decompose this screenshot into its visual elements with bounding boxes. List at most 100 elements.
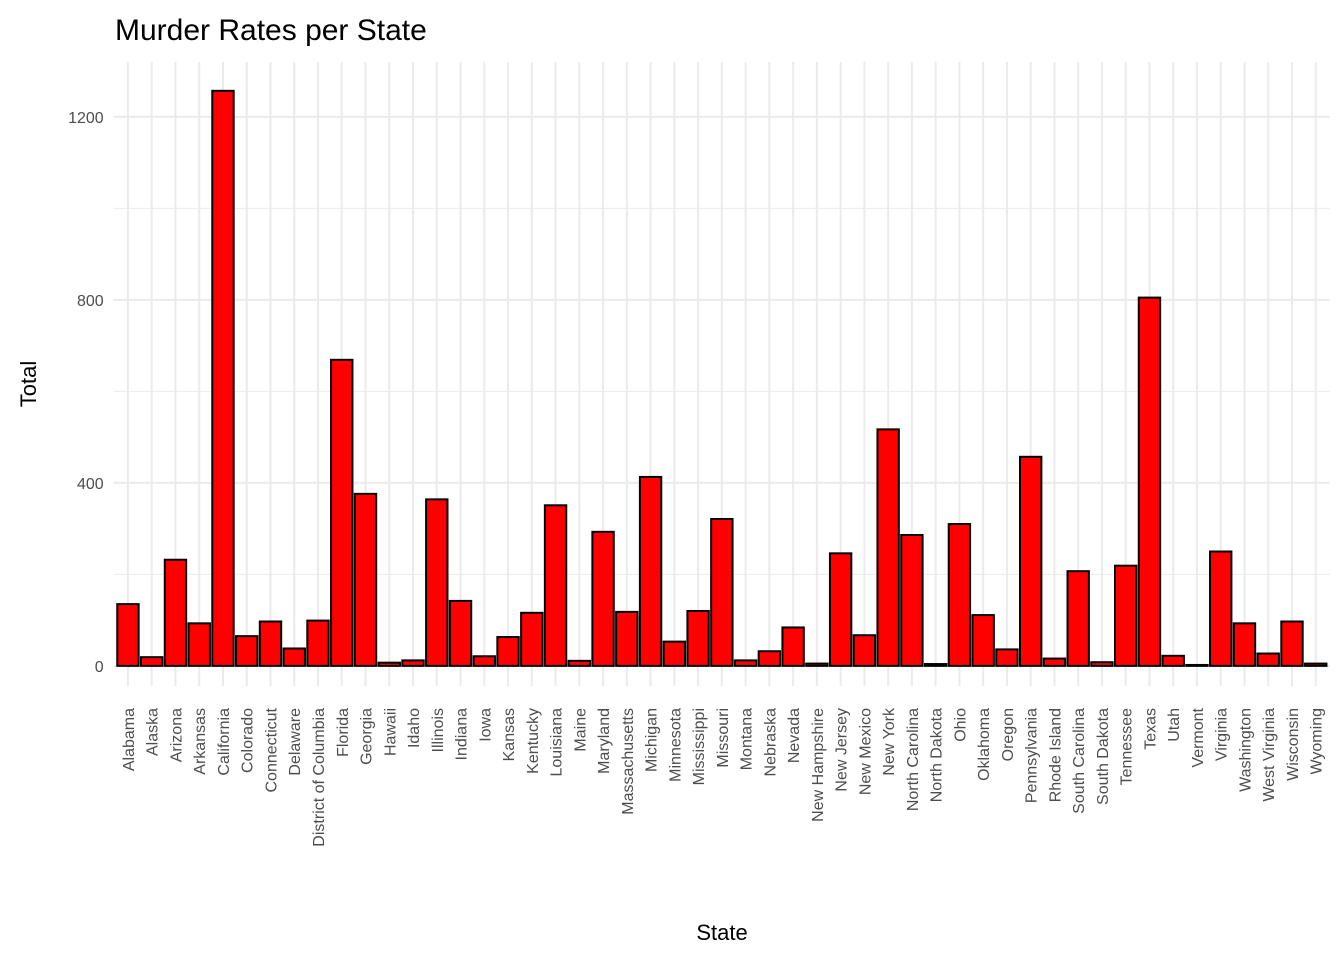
bar	[472, 655, 496, 667]
bar	[900, 534, 924, 667]
bar	[1066, 570, 1090, 667]
y-tick-label: 0	[95, 659, 104, 676]
x-tick-label: Ohio	[952, 708, 969, 742]
x-tick-label: Arkansas	[192, 708, 209, 775]
bar	[947, 523, 972, 667]
bar	[1256, 652, 1280, 667]
x-tick-label: Maine	[572, 708, 589, 752]
bar	[876, 428, 900, 667]
bar	[1304, 662, 1328, 667]
x-tick-label: Texas	[1142, 708, 1159, 750]
x-tick-label: Louisiana	[549, 708, 566, 777]
bar	[1042, 657, 1067, 667]
bar	[828, 552, 853, 667]
bar	[401, 659, 425, 667]
bar	[1185, 663, 1209, 667]
bar	[1090, 661, 1114, 667]
bar	[543, 504, 568, 667]
bar	[805, 662, 829, 667]
bar	[1232, 622, 1257, 667]
bar	[1114, 564, 1138, 667]
bar	[638, 475, 663, 667]
x-tick-label: Alaska	[145, 708, 162, 756]
y-tick-label: 400	[77, 476, 104, 493]
x-tick-label: Maryland	[596, 708, 613, 774]
x-tick-label: New Jersey	[834, 708, 851, 792]
x-tick-label: New York	[881, 707, 898, 776]
x-tick-label: Wyoming	[1309, 708, 1326, 775]
bar	[116, 603, 140, 667]
x-tick-label: Rhode Island	[1047, 708, 1064, 802]
x-tick-label: Wisconsin	[1285, 708, 1302, 781]
x-tick-label: Tennessee	[1119, 708, 1136, 785]
x-tick-label: Nevada	[786, 708, 803, 763]
x-tick-label: Kansas	[501, 708, 518, 761]
x-tick-label: Minnesota	[667, 708, 684, 782]
x-tick-label: Utah	[1166, 708, 1183, 742]
x-tick-label: North Carolina	[905, 708, 922, 811]
bar	[330, 358, 354, 667]
bar	[662, 640, 687, 667]
bar	[496, 636, 520, 667]
x-tick-label: Georgia	[359, 708, 376, 765]
bar	[757, 650, 782, 667]
x-tick-label: Missouri	[715, 708, 732, 768]
bar	[923, 663, 948, 667]
y-tick-label: 1200	[68, 110, 104, 127]
bar	[211, 89, 235, 667]
x-tick-label: Alabama	[121, 708, 138, 771]
bar	[282, 647, 306, 667]
x-tick-label: Michigan	[644, 708, 661, 772]
bar	[1280, 620, 1304, 667]
x-tick-label: Connecticut	[263, 707, 280, 792]
x-tick-label: Massachusetts	[620, 708, 637, 815]
x-tick-label: Kentucky	[525, 708, 542, 774]
y-tick-label: 800	[77, 293, 104, 310]
bar	[377, 661, 401, 667]
x-tick-label: West Virginia	[1261, 708, 1278, 802]
x-tick-label: New Mexico	[857, 708, 874, 795]
bar	[1209, 550, 1233, 667]
bar	[710, 518, 734, 667]
bar	[1161, 654, 1185, 667]
y-axis-title: Total	[16, 361, 41, 407]
bar	[140, 656, 164, 667]
x-tick-label: Hawaii	[382, 708, 399, 756]
x-tick-label: Pennsylvania	[1024, 708, 1041, 803]
x-tick-label: California	[216, 708, 233, 776]
bar	[852, 634, 877, 667]
x-tick-label: Montana	[739, 708, 756, 770]
bar	[306, 619, 330, 667]
labels: 0 400 800 1200 Alabama Alaska Arizona Arkansas C…	[68, 110, 1326, 847]
chart-title: Murder Rates per State	[115, 14, 427, 47]
x-tick-label: Washington	[1237, 708, 1254, 792]
bar	[567, 659, 592, 667]
bar	[615, 610, 639, 667]
x-tick-label: Colorado	[240, 708, 257, 773]
x-tick-label: Florida	[335, 708, 352, 757]
bar	[1137, 296, 1162, 667]
x-tick-label: District of Columbia	[311, 708, 328, 847]
bar	[591, 530, 615, 667]
x-tick-label: Idaho	[406, 708, 423, 748]
x-axis-title: State	[696, 920, 747, 945]
bar	[686, 609, 710, 667]
bar	[971, 614, 995, 667]
x-tick-label: Vermont	[1190, 707, 1207, 767]
x-tick-label: Indiana	[454, 708, 471, 761]
x-tick-label: Oklahoma	[976, 708, 993, 781]
bar	[187, 622, 211, 667]
x-tick-label: Nebraska	[762, 708, 779, 777]
bar	[258, 620, 283, 667]
x-tick-label: North Dakota	[929, 708, 946, 802]
x-tick-label: Iowa	[477, 708, 494, 742]
bar	[520, 611, 544, 667]
x-tick-label: South Dakota	[1095, 708, 1112, 805]
bar	[425, 498, 449, 667]
bar	[995, 648, 1019, 667]
x-tick-label: South Carolina	[1071, 708, 1088, 814]
bar	[235, 635, 259, 667]
x-tick-label: Illinois	[430, 708, 447, 752]
x-tick-label: Oregon	[1000, 708, 1017, 761]
